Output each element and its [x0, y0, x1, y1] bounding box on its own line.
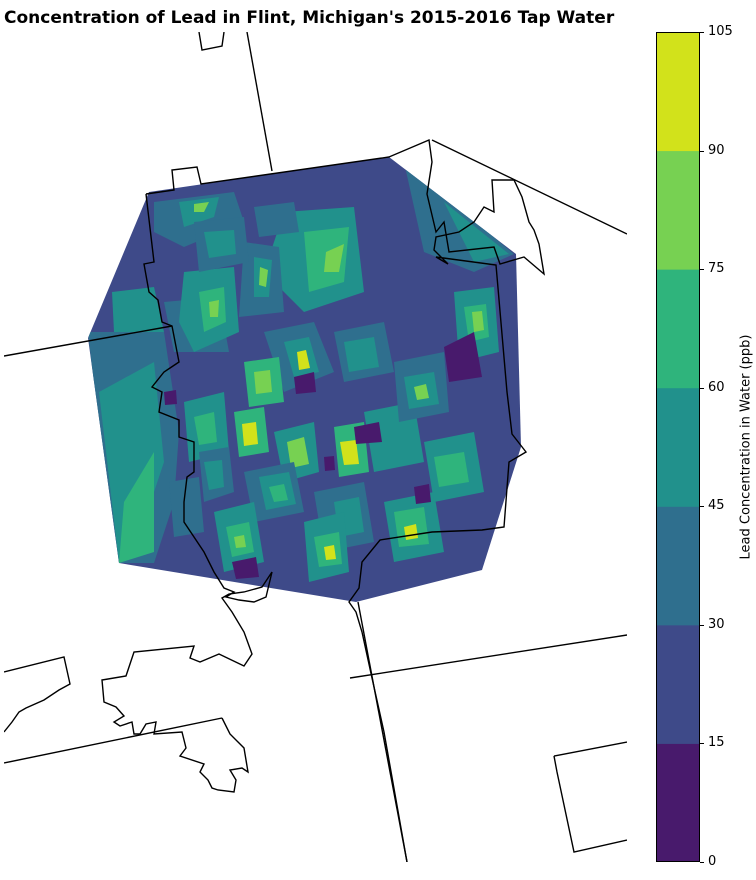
colorbar-band [656, 150, 700, 270]
colorbar-tick-label: 105 [708, 24, 733, 39]
colorbar-band [656, 387, 700, 507]
colorbar-label: Lead Concentration in Water (ppb) [738, 334, 754, 560]
colorbar-band [656, 506, 700, 626]
colorbar-tick-label: 75 [708, 261, 725, 277]
colorbar-band [656, 624, 700, 744]
colorbar-tick-label: 15 [708, 735, 725, 751]
colorbar-tick-label: 60 [708, 379, 725, 395]
lead-contour-field [88, 157, 521, 602]
colorbar [656, 32, 700, 862]
colorbar-band [656, 32, 700, 152]
colorbar-tick-label: 45 [708, 498, 725, 514]
colorbar-band [656, 743, 700, 862]
colorbar-ticks: 0 15 30 45 60 75 90 105 [700, 24, 740, 869]
colorbar-tick-label: 0 [708, 854, 717, 869]
colorbar-band [656, 269, 700, 389]
colorbar-tick-label: 30 [708, 616, 725, 632]
map-panel [4, 32, 627, 862]
map-title: Concentration of Lead in Flint, Michigan… [4, 8, 615, 28]
colorbar-tick-label: 90 [708, 142, 725, 158]
boundary-lines [4, 32, 627, 862]
